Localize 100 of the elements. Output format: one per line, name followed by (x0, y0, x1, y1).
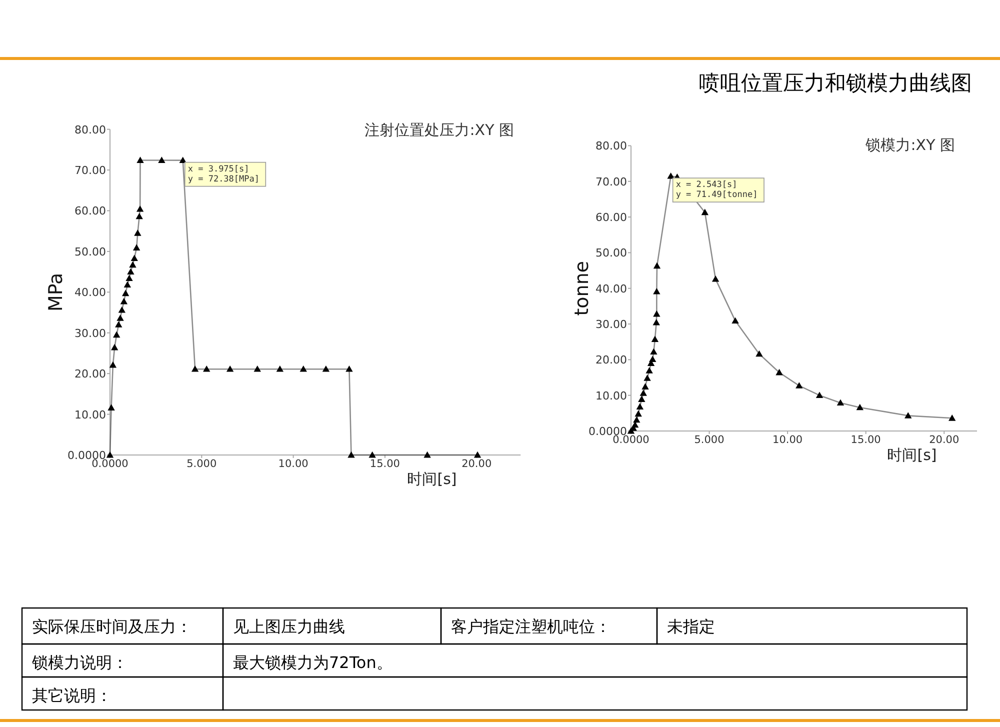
point (110, 344, 118, 350)
y-tick-label: 60.00 (74, 204, 106, 218)
chart-subtitle: 注射位置处压力:XY 图 (364, 121, 514, 139)
y-tick-label: 60.00 (596, 211, 627, 224)
point (653, 310, 660, 317)
y-tick-label: 70.00 (74, 164, 106, 178)
point (124, 281, 132, 288)
point (836, 399, 844, 406)
point (368, 451, 376, 458)
point (636, 403, 644, 410)
text: 实际保压时间及压力： (32, 617, 192, 636)
x-tick-label: 5.000 (694, 434, 724, 446)
point (300, 365, 307, 372)
x-tick-label: 10.00 (278, 458, 308, 470)
point (116, 314, 124, 321)
point (638, 396, 646, 402)
point (474, 451, 482, 458)
y-tick-label: 50.00 (596, 246, 627, 260)
y-axis-title: MPa (45, 272, 67, 312)
point (108, 404, 115, 410)
point (106, 451, 114, 458)
y-tick-label: 10.00 (596, 389, 627, 402)
x-axis-title: 时间[s] (407, 470, 457, 488)
point (203, 365, 210, 372)
point (640, 390, 647, 396)
point (646, 367, 653, 374)
y-tick-label: 20.00 (74, 368, 106, 381)
point (115, 321, 122, 328)
x-tick-label: 0.0000 (92, 458, 128, 470)
text: 锁模力说明： (31, 653, 128, 672)
annotation: x = 2.543[s] y = 71.49[tonne] (676, 180, 758, 200)
point (701, 208, 708, 216)
point (136, 156, 144, 163)
point (644, 374, 651, 381)
point (127, 268, 134, 274)
y-tick-label: 30.00 (596, 318, 627, 332)
point (712, 275, 720, 282)
x-tick-label: 10.00 (772, 434, 803, 446)
y-tick-label: 50.00 (74, 245, 106, 258)
point (132, 244, 140, 250)
x-tick-label: 20.00 (462, 458, 492, 470)
point (109, 361, 117, 368)
point (816, 392, 824, 398)
point (191, 365, 199, 372)
point (134, 230, 142, 236)
y-tick-label: 10.00 (74, 408, 106, 422)
y-tick-label: 80.00 (596, 140, 627, 153)
point (136, 205, 144, 212)
point (948, 414, 956, 421)
point (276, 365, 284, 372)
annotation: x = 3.975[s] y = 72.38[MPa] (188, 164, 260, 184)
point (653, 288, 660, 294)
x-tick-label: 20.00 (929, 434, 960, 446)
point (796, 382, 803, 388)
point (226, 365, 234, 372)
point (650, 348, 658, 355)
text: 其它说明： (32, 686, 112, 705)
point (776, 368, 783, 376)
y-axis-title: tonne (571, 260, 593, 316)
point (756, 350, 763, 357)
point (652, 318, 660, 326)
point (322, 365, 330, 372)
x-axis-title: 时间[s] (887, 446, 937, 464)
point (633, 416, 640, 423)
point (732, 317, 739, 324)
point (651, 336, 659, 342)
point (346, 365, 353, 372)
point (179, 156, 186, 164)
y-tick-label: 20.00 (596, 354, 627, 367)
point (254, 365, 261, 372)
point (129, 261, 136, 268)
y-tick-label: 80.00 (74, 123, 106, 136)
y-tick-label: 30.00 (74, 326, 106, 340)
point (122, 290, 130, 296)
point (348, 451, 355, 458)
point (120, 298, 128, 304)
point (653, 262, 661, 269)
text: 未指定 (667, 617, 715, 636)
point (424, 451, 431, 458)
x-tick-label: 5.000 (186, 458, 217, 470)
y-tick-label: 40.00 (596, 282, 627, 296)
x-tick-label: 15.00 (850, 434, 881, 446)
point (649, 356, 656, 362)
point (113, 331, 120, 338)
point (118, 306, 126, 313)
point (126, 274, 133, 282)
point (136, 212, 143, 220)
y-tick-label: 70.00 (596, 175, 627, 188)
point (634, 410, 642, 417)
text: 见上图压力曲线 (233, 617, 345, 636)
text: 最大锁模力为72Ton。 (233, 653, 392, 672)
text: 客户指定注塑机吨位： (451, 617, 611, 636)
point (158, 156, 166, 163)
point (642, 383, 649, 390)
point (130, 254, 138, 262)
point (904, 412, 912, 418)
y-tick-label: 40.00 (74, 286, 106, 300)
x-tick-label: 15.00 (370, 458, 400, 470)
x-tick-label: 0.0000 (612, 434, 650, 446)
chart-subtitle: 锁模力:XY 图 (864, 136, 955, 154)
